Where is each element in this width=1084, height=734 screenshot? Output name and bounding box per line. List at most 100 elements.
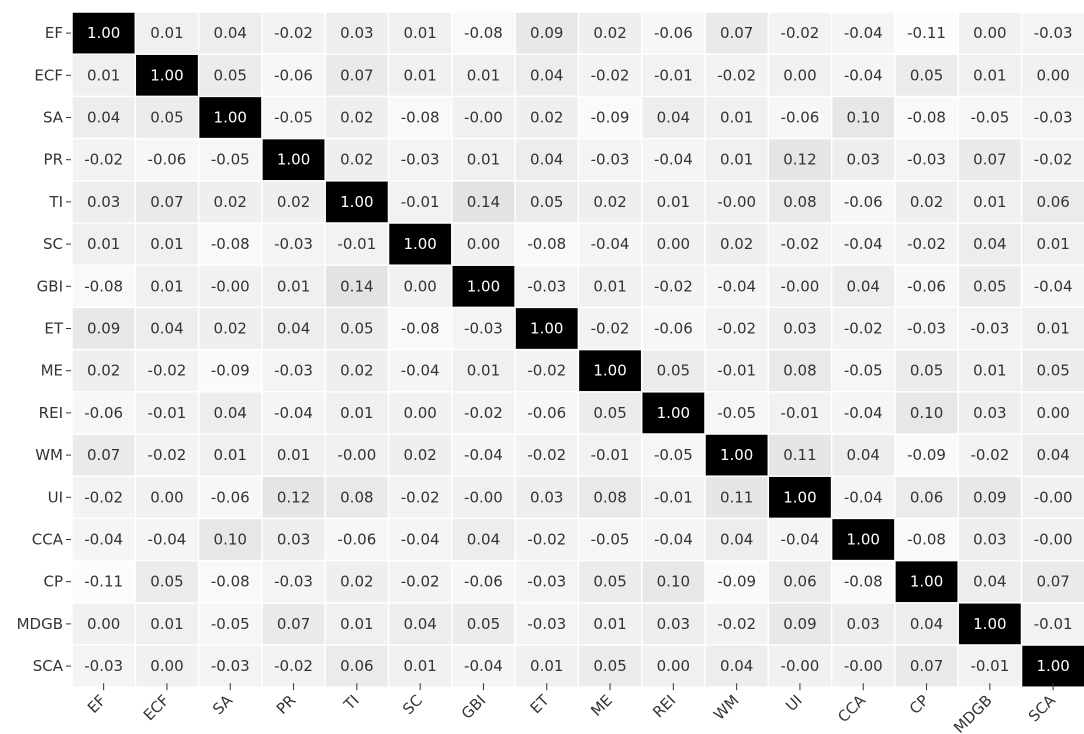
heatmap-cell-rei-cp bbox=[895, 392, 958, 434]
cell-value-label: 0.02 bbox=[720, 235, 753, 253]
cell-value-label: -0.04 bbox=[274, 404, 313, 422]
heatmap-cell-ecf-et bbox=[515, 54, 578, 96]
heatmap-cell-cp-et bbox=[515, 561, 578, 603]
cell-value-label: 0.03 bbox=[530, 488, 563, 506]
cell-value-label: 0.06 bbox=[910, 488, 943, 506]
heatmap-cell-sc-pr bbox=[262, 223, 325, 265]
heatmap-cell-sc-me bbox=[579, 223, 641, 265]
heatmap-cell-mdgb-ef bbox=[72, 603, 135, 645]
heatmap-cell-et-ti bbox=[325, 308, 388, 349]
heatmap-cell-pr-wm bbox=[705, 139, 768, 181]
heatmap-cell-sa-cp bbox=[895, 97, 958, 138]
heatmap-cell-sa-mdgb bbox=[958, 97, 1021, 138]
cell-value-label: -0.02 bbox=[527, 446, 566, 464]
heatmap-cell-me-ecf bbox=[136, 350, 198, 392]
y-tick-label-ti: TI bbox=[48, 193, 63, 211]
heatmap-cell-sc-wm bbox=[705, 223, 768, 265]
cell-value-label: 0.01 bbox=[467, 362, 500, 380]
cell-value-label: -0.03 bbox=[274, 235, 313, 253]
heatmap-cell-ef-sa bbox=[199, 12, 262, 54]
heatmap-cell-cp-gbi bbox=[452, 561, 515, 603]
cell-value-label: 0.04 bbox=[910, 615, 943, 633]
cell-value-label: -0.06 bbox=[654, 24, 693, 42]
heatmap-cell-sa-ui bbox=[769, 97, 831, 138]
heatmap-cell-sca-me bbox=[579, 645, 641, 687]
cell-value-label: 0.04 bbox=[530, 66, 563, 84]
cell-value-label: 0.08 bbox=[783, 362, 816, 380]
heatmap-cell-sa-sc bbox=[389, 97, 452, 138]
cell-value-label: 0.11 bbox=[783, 446, 816, 464]
cell-value-label: 0.02 bbox=[340, 573, 373, 591]
cell-value-label: 0.14 bbox=[340, 277, 373, 295]
cell-value-label: -0.06 bbox=[464, 573, 503, 591]
cell-value-label: 0.06 bbox=[1036, 193, 1069, 211]
cell-value-label: 0.04 bbox=[720, 531, 753, 549]
heatmap-cell-sca-sa bbox=[199, 645, 262, 687]
heatmap-cell-ecf-rei bbox=[642, 54, 705, 96]
cell-value-label: 0.02 bbox=[910, 193, 943, 211]
cell-value-label: -0.00 bbox=[781, 277, 820, 295]
cell-value-label: -0.02 bbox=[781, 235, 820, 253]
heatmap-cell-mdgb-wm bbox=[705, 603, 768, 645]
heatmap-cell-sc-sc bbox=[389, 223, 452, 265]
cell-value-label: 1.00 bbox=[720, 446, 753, 464]
y-tick-label-ef: EF bbox=[45, 24, 63, 42]
cell-value-label: 0.09 bbox=[783, 615, 816, 633]
heatmap-cell-ti-gbi bbox=[452, 181, 515, 223]
cell-value-label: 0.01 bbox=[657, 193, 690, 211]
heatmap-cell-mdgb-cca bbox=[832, 603, 895, 645]
heatmap-cell-rei-me bbox=[579, 392, 641, 434]
heatmap-cell-gbi-cp bbox=[895, 265, 958, 307]
heatmap-cell-sc-ecf bbox=[136, 223, 198, 265]
cell-value-label: -0.02 bbox=[527, 531, 566, 549]
heatmap-cell-sca-cp bbox=[895, 645, 958, 687]
x-axis: EF ECF SA PR TI SC GBI ET ME REI WM UI CCA CP MDGB SCA bbox=[84, 683, 1059, 734]
heatmap-cell-gbi-cca bbox=[832, 265, 895, 307]
heatmap-cell-rei-cca bbox=[832, 392, 895, 434]
heatmap-cell-cca-et bbox=[515, 519, 578, 560]
cell-value-label: -0.03 bbox=[907, 151, 946, 169]
heatmap-cell-sa-ef bbox=[72, 97, 135, 138]
heatmap-cell-cca-cca bbox=[832, 519, 895, 560]
heatmap-cell-wm-wm bbox=[705, 434, 768, 476]
heatmap-cell-ti-cca bbox=[832, 181, 895, 223]
cell-value-label: 0.01 bbox=[467, 66, 500, 84]
heatmap-cell-et-sca bbox=[1022, 308, 1084, 349]
heatmap-cell-wm-ui bbox=[769, 434, 831, 476]
heatmap-cell-et-me bbox=[579, 308, 641, 349]
cell-value-label: -0.08 bbox=[401, 320, 440, 338]
cell-value-label: -0.03 bbox=[274, 362, 313, 380]
heatmap-cell-gbi-pr bbox=[262, 265, 325, 307]
cell-value-label: 0.01 bbox=[403, 24, 436, 42]
cell-value-label: -0.00 bbox=[211, 277, 250, 295]
y-tick-label-cca: CCA bbox=[32, 531, 64, 549]
heatmap-cell-cp-me bbox=[579, 561, 641, 603]
x-tick-label-wm: WM bbox=[710, 691, 742, 723]
y-tick-label-gbi: GBI bbox=[37, 277, 63, 295]
heatmap-cell-me-mdgb bbox=[958, 350, 1021, 392]
cell-value-label: 0.03 bbox=[277, 531, 310, 549]
cell-value-label: 1.00 bbox=[657, 404, 690, 422]
heatmap-cell-cca-mdgb bbox=[958, 519, 1021, 560]
cell-value-label: 0.02 bbox=[593, 193, 626, 211]
heatmap-cell-sa-gbi bbox=[452, 97, 515, 138]
cell-value-label: 0.08 bbox=[783, 193, 816, 211]
cell-value-label: 0.01 bbox=[403, 66, 436, 84]
heatmap-cell-cp-ti bbox=[325, 561, 388, 603]
cell-value-label: 0.07 bbox=[720, 24, 753, 42]
heatmap-cell-sc-rei bbox=[642, 223, 705, 265]
heatmap-cell-wm-pr bbox=[262, 434, 325, 476]
y-tick-label-sa: SA bbox=[43, 109, 64, 127]
x-tick-label-cca: CCA bbox=[834, 691, 869, 726]
cell-value-label: -0.11 bbox=[907, 24, 946, 42]
heatmap-cell-cca-ef bbox=[72, 519, 135, 560]
heatmap-cell-sc-cca bbox=[832, 223, 895, 265]
heatmap-cell-ti-ef bbox=[72, 181, 135, 223]
cell-value-label: -0.03 bbox=[274, 573, 313, 591]
heatmap-cell-cp-sc bbox=[389, 561, 452, 603]
heatmap-cells bbox=[72, 12, 1084, 687]
heatmap-cell-et-cca bbox=[832, 308, 895, 349]
heatmap-cell-ecf-sca bbox=[1022, 54, 1084, 96]
cell-value-label: -0.08 bbox=[211, 573, 250, 591]
heatmap-cell-mdgb-ui bbox=[769, 603, 831, 645]
